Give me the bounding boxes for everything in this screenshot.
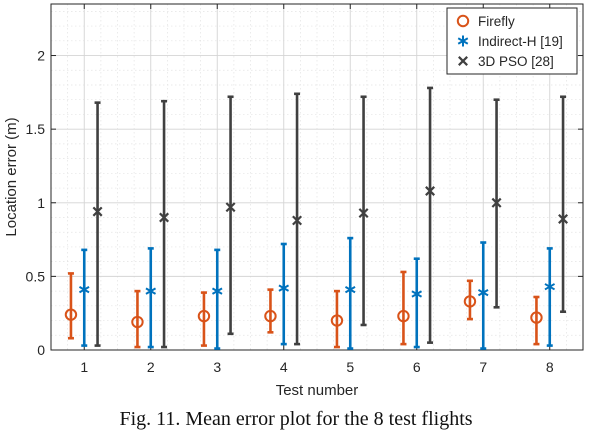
data-point-circle [330, 314, 344, 327]
data-point-asterisk [145, 285, 157, 297]
x-tick-label: 7 [479, 359, 487, 375]
data-point-x [491, 197, 502, 208]
data-point-x [558, 213, 569, 224]
x-tick-label: 3 [213, 359, 221, 375]
series-1 [78, 236, 556, 350]
x-tick-label: 5 [346, 359, 354, 375]
data-point-asterisk [78, 284, 90, 296]
legend-entry-1: Indirect-H [19] [478, 34, 563, 49]
x-tick-label: 4 [280, 359, 288, 375]
y-tick-label: 1 [37, 195, 45, 211]
y-tick-label: 2 [37, 48, 45, 64]
data-point-asterisk [544, 281, 556, 293]
x-axis-label: Test number [276, 382, 359, 399]
data-point-x [225, 202, 236, 213]
data-point-x [159, 212, 170, 223]
data-point-asterisk [211, 285, 223, 297]
figure-caption: Fig. 11. Mean error plot for the 8 test … [119, 408, 473, 430]
x-tick-label: 1 [80, 359, 88, 375]
legend-entry-2: 3D PSO [28] [478, 54, 554, 69]
data-point-circle [264, 309, 277, 323]
data-point-circle [197, 309, 211, 323]
x-tick-label: 8 [546, 359, 554, 375]
x-tick-label: 6 [413, 359, 421, 375]
data-point-x [358, 208, 369, 219]
data-point-asterisk [278, 282, 290, 294]
data-point-asterisk [477, 287, 489, 299]
data-point-asterisk [411, 288, 423, 300]
legend-entry-0: Firefly [478, 14, 515, 29]
data-point-circle [456, 14, 470, 28]
data-point-circle [530, 311, 543, 324]
legend: Firefly Indirect-H [19] 3D PSO [28] [446, 7, 578, 75]
data-point-circle [131, 315, 144, 329]
y-tick-label: 0 [37, 342, 45, 358]
series-2 [92, 86, 569, 349]
y-tick-label: 0.5 [26, 268, 46, 284]
data-point-circle [397, 309, 410, 323]
y-axis-label: Location error (m) [3, 117, 20, 236]
data-point-x [92, 206, 103, 217]
x-tick-label: 2 [147, 359, 155, 375]
data-point-x [425, 186, 436, 196]
error-chart: 1 2 3 4 5 6 7 8 0 0.5 1 1.5 2 Test number Location err… [3, 3, 584, 399]
data-point-asterisk [344, 284, 356, 296]
series-0 [64, 270, 543, 349]
axes-box [50, 3, 584, 351]
data-point-circle [64, 308, 78, 321]
data-point-circle [463, 295, 477, 308]
data-point-x [292, 215, 303, 226]
y-tick-label: 1.5 [26, 121, 46, 137]
data-point-asterisk [457, 35, 469, 47]
data-point-x [458, 56, 468, 66]
